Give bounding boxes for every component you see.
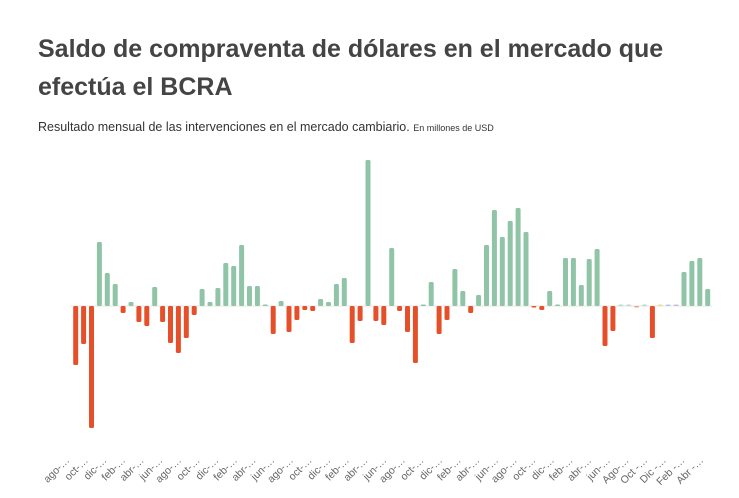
bar: [326, 302, 331, 306]
bar: [397, 306, 403, 311]
bar: [610, 306, 616, 331]
bar: [199, 289, 205, 306]
bar: [531, 306, 537, 308]
bar: [594, 249, 600, 306]
bar: [349, 306, 355, 343]
bar: [586, 259, 592, 306]
bar: [634, 306, 640, 308]
bar: [152, 287, 158, 306]
bar: [333, 284, 339, 306]
bar: [89, 306, 94, 428]
bar: [602, 306, 608, 346]
bar: [254, 286, 260, 306]
bar: [673, 304, 679, 306]
bar: [547, 291, 553, 306]
bar: [160, 306, 166, 322]
chart-title: Saldo de compraventa de dólares en el me…: [38, 35, 664, 101]
bar: [665, 304, 671, 306]
bar: [215, 288, 221, 306]
bar: [365, 160, 371, 306]
bar: [262, 304, 268, 306]
bar: [286, 306, 292, 332]
bar: [491, 210, 497, 306]
bar: [705, 289, 711, 306]
bar: [412, 306, 418, 363]
bar: [460, 291, 466, 306]
bar: [626, 304, 632, 306]
bar: [144, 306, 150, 326]
bar: [444, 306, 450, 320]
bar: [81, 306, 87, 344]
bar: [341, 278, 347, 306]
bar: [405, 306, 410, 332]
bar: [136, 306, 142, 322]
bar: [563, 258, 568, 306]
bar: [278, 301, 284, 306]
bar: [452, 269, 458, 306]
bar: [484, 245, 489, 306]
bar: [507, 221, 513, 306]
bar: [618, 304, 624, 306]
bar: [555, 304, 561, 306]
bar: [681, 272, 687, 306]
bar: [247, 286, 252, 306]
bar: [183, 306, 189, 338]
bar: [302, 306, 308, 310]
bar: [539, 306, 545, 310]
bar: [468, 306, 474, 313]
bar: [689, 261, 695, 306]
bars: [73, 160, 711, 428]
bar: [207, 302, 213, 306]
bar: [175, 306, 181, 353]
bar: [697, 258, 703, 306]
unit-note: En millones de USD: [413, 123, 494, 133]
bar: [476, 295, 482, 306]
bar: [381, 306, 387, 325]
bar: [96, 242, 102, 306]
bar: [515, 208, 521, 306]
bar: [642, 304, 647, 306]
bar: [357, 306, 363, 321]
bar: [578, 285, 584, 306]
bar: [649, 306, 655, 338]
bar: [191, 306, 197, 315]
x-tick-labels: ago-…oct-…dic-…feb-…abr-…jun-…ago-…oct-……: [41, 455, 706, 488]
bar: [657, 304, 663, 306]
bar: [270, 306, 276, 334]
bar: [104, 273, 110, 306]
subtitle-text: Resultado mensual de las intervenciones …: [38, 120, 410, 134]
bar: [499, 237, 505, 306]
bar: [523, 232, 529, 306]
bar: [112, 284, 118, 306]
bar: [310, 306, 316, 311]
bar: [231, 266, 237, 306]
bar: [239, 245, 245, 306]
bar: [436, 306, 442, 334]
bar: [373, 306, 379, 321]
bar: [128, 302, 134, 306]
bar: [294, 306, 300, 320]
bar: [570, 258, 576, 306]
bar: [318, 299, 324, 306]
bar: [428, 282, 434, 306]
bar: [120, 306, 126, 313]
bar: [168, 306, 173, 343]
bar: [223, 263, 229, 306]
bar: [420, 304, 426, 306]
bar: [73, 306, 79, 365]
bar: [389, 248, 395, 306]
chart-subtitle: Resultado mensual de las intervenciones …: [38, 120, 494, 134]
